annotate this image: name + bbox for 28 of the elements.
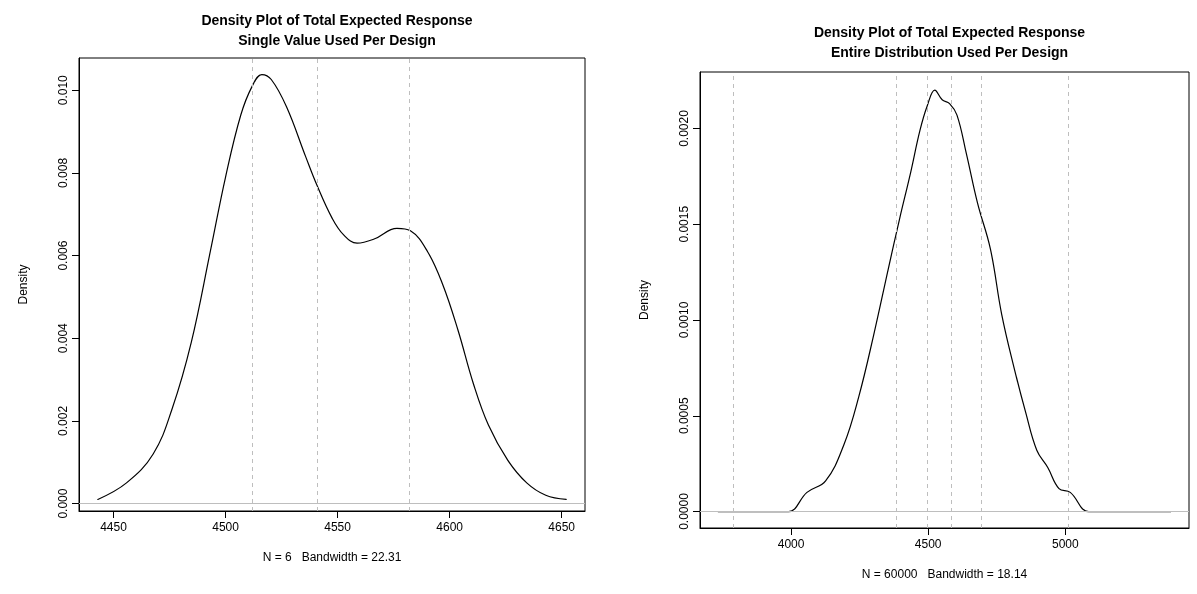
x-tick-label: 4500 <box>212 520 240 534</box>
y-tick-label: 0.000 <box>56 488 70 519</box>
y-tick-label: 0.008 <box>56 157 70 188</box>
chart-title: Density Plot of Total Expected Response <box>201 12 473 28</box>
line-series <box>97 73 567 501</box>
y-axis-title: Density <box>16 264 30 305</box>
x-tick-label: 4500 <box>914 537 942 551</box>
x-axis-title: N = 6 Bandwidth = 22.31 <box>262 550 402 564</box>
x-tick-label: 4600 <box>436 520 464 534</box>
y-tick-label: 0.0015 <box>677 205 691 243</box>
y-tick-label: 0.0010 <box>677 301 691 339</box>
x-tick-label: 4650 <box>548 520 576 534</box>
x-tick-label: 4000 <box>777 537 805 551</box>
chart-subtitle: Single Value Used Per Design <box>238 32 436 48</box>
chart-subtitle: Entire Distribution Used Per Design <box>830 44 1069 60</box>
x-tick-label: 4550 <box>324 520 352 534</box>
y-tick-label: 0.002 <box>56 405 70 436</box>
y-tick-label: 0.010 <box>56 74 70 106</box>
chart-title: Density Plot of Total Expected Response <box>813 24 1086 40</box>
y-tick-label: 0.0000 <box>677 492 691 530</box>
y-tick-label: 0.004 <box>56 322 70 354</box>
y-tick-label: 0.0020 <box>677 109 691 147</box>
x-tick-label: 5000 <box>1051 537 1079 551</box>
y-tick-label: 0.006 <box>56 240 70 271</box>
x-tick-label: 4450 <box>100 520 128 534</box>
x-axis-title: N = 60000 Bandwidth = 18.14 <box>861 567 1028 581</box>
y-axis-title: Density <box>637 279 651 321</box>
y-tick-label: 0.0005 <box>677 397 691 435</box>
